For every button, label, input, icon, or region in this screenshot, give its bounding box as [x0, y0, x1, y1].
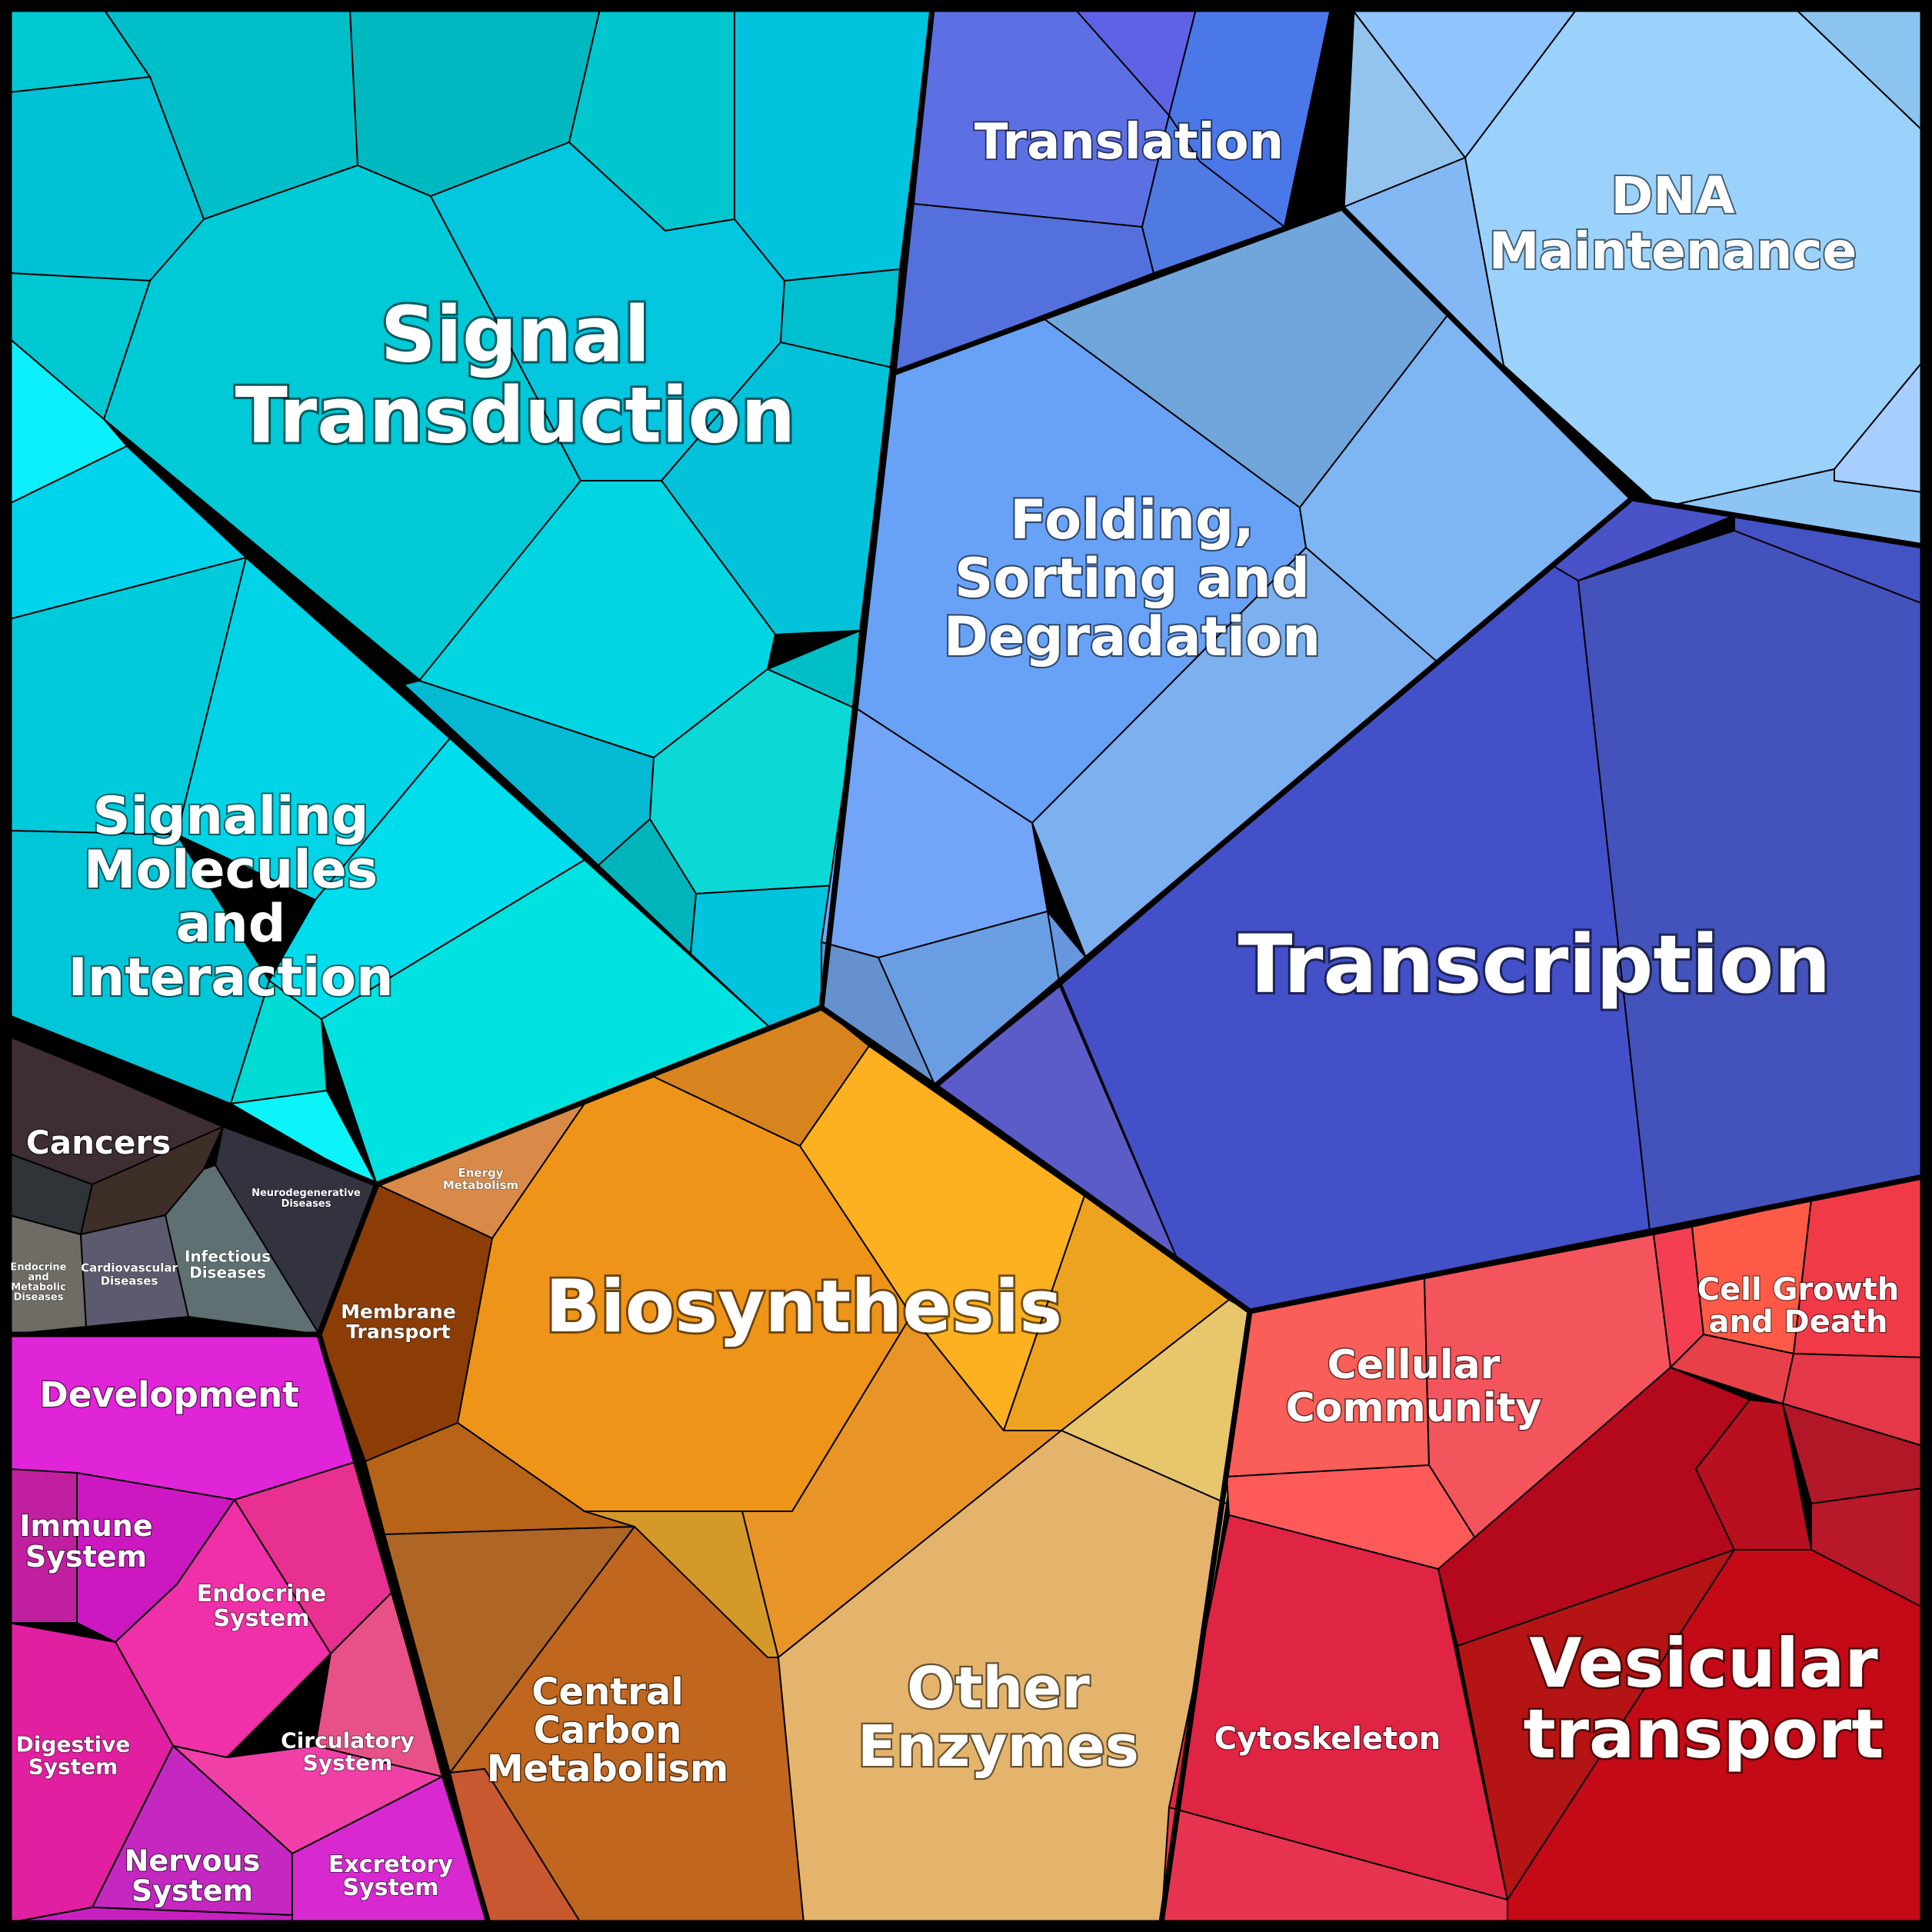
label-translation: Translation: [974, 114, 1284, 171]
label-signal-transduction-line: Transduction: [235, 371, 796, 461]
label-cell-growth-line: and Death: [1709, 1304, 1888, 1340]
label-central-carbon-line: Metabolism: [487, 1747, 728, 1790]
label-folding-line: Degradation: [944, 605, 1321, 668]
label-signaling-molecules-line: and: [176, 894, 286, 954]
label-neurodegenerative-line: Diseases: [281, 1198, 331, 1210]
label-dna-maintenance-line: DNA: [1611, 166, 1734, 225]
label-dna-maintenance: DNA Maintenance: [1489, 166, 1857, 281]
label-nervous-system-line: Nervous: [125, 1844, 261, 1877]
label-circulatory-system: Circulatory System: [281, 1728, 415, 1776]
label-endocrine-system-line: System: [214, 1605, 310, 1632]
label-development-line: Development: [39, 1374, 298, 1415]
label-excretory-system: Excretory System: [328, 1851, 454, 1901]
cell-st-5: [734, 8, 933, 281]
cell-tr-5: [1141, 115, 1285, 274]
label-cytoskeleton-line: Cytoskeleton: [1214, 1721, 1441, 1757]
label-other-enzymes-line: Other: [907, 1655, 1090, 1721]
label-cardiovascular-line: Diseases: [101, 1274, 158, 1287]
label-immune-system-line: Immune: [19, 1509, 152, 1543]
label-endocrine-metabolic-line: Endocrine: [10, 1261, 66, 1273]
label-development: Development: [39, 1374, 298, 1415]
label-folding-line: Folding,: [1010, 488, 1254, 551]
label-nervous-system: Nervous System: [125, 1844, 261, 1907]
label-biosynthesis-line: Biosynthesis: [545, 1265, 1062, 1349]
label-digestive-system-line: Digestive: [16, 1732, 131, 1757]
label-central-carbon-line: Carbon: [534, 1709, 682, 1752]
label-central-carbon-line: Central: [531, 1671, 683, 1714]
label-cytoskeleton: Cytoskeleton: [1214, 1721, 1441, 1757]
label-vesicular-transport-line: Vesicular: [1529, 1624, 1878, 1703]
label-cardiovascular: Cardiovascular Diseases: [81, 1261, 178, 1287]
label-signal-transduction-line: Signal: [381, 290, 651, 380]
label-neurodegenerative: Neurodegenerative Diseases: [251, 1188, 361, 1210]
label-immune-system: Immune System: [19, 1509, 152, 1574]
label-dna-maintenance-line: Maintenance: [1489, 222, 1857, 281]
label-folding-line: Sorting and: [954, 547, 1310, 610]
label-digestive-system: Digestive System: [16, 1732, 131, 1780]
label-translation-line: Translation: [974, 114, 1284, 171]
label-excretory-system-line: Excretory: [328, 1851, 454, 1878]
label-immune-system-line: System: [25, 1540, 147, 1574]
label-central-carbon: Central Carbon Metabolism: [487, 1671, 728, 1790]
label-signaling-molecules-line: Interaction: [68, 948, 393, 1008]
cell-mt-9: [365, 1422, 635, 1535]
label-nervous-system-line: System: [132, 1874, 253, 1907]
label-transcription: Transcription: [1238, 918, 1831, 1011]
label-infectious-line: Infectious: [185, 1247, 271, 1265]
label-membrane-transport-line: Membrane: [341, 1301, 456, 1323]
label-endocrine-metabolic: Endocrine and Metabolic Diseases: [10, 1261, 66, 1303]
label-cancers-line: Cancers: [26, 1124, 171, 1161]
label-excretory-system-line: System: [343, 1874, 439, 1901]
label-neurodegenerative-line: Neurodegenerative: [251, 1188, 361, 1199]
label-cardiovascular-line: Cardiovascular: [81, 1261, 178, 1274]
label-endocrine-system-line: Endocrine: [197, 1581, 327, 1607]
label-other-enzymes: Other Enzymes: [858, 1655, 1139, 1780]
label-cancers: Cancers: [26, 1124, 171, 1161]
label-signaling-molecules-line: Molecules: [84, 840, 378, 901]
label-endocrine-metabolic-line: and: [28, 1271, 48, 1283]
label-membrane-transport-line: Transport: [346, 1321, 451, 1343]
label-energy-metabolism-line: Energy: [458, 1166, 503, 1180]
label-circulatory-system-line: System: [303, 1750, 393, 1776]
label-folding: Folding, Sorting and Degradation: [944, 488, 1321, 668]
label-vesicular-transport: Vesicular transport: [1524, 1624, 1884, 1774]
label-other-enzymes-line: Enzymes: [858, 1714, 1139, 1780]
label-transcription-line: Transcription: [1238, 918, 1831, 1011]
label-digestive-system-line: System: [28, 1754, 118, 1780]
label-infectious: Infectious Diseases: [185, 1247, 271, 1281]
label-vesicular-transport-line: transport: [1524, 1694, 1884, 1774]
cell-ds-7: [165, 1164, 320, 1335]
cell-layer: [8, 8, 1924, 1924]
label-cellular-community: Cellular Community: [1286, 1342, 1542, 1431]
label-signaling-molecules: Signaling Molecules and Interaction: [68, 786, 393, 1008]
label-infectious-line: Diseases: [189, 1263, 266, 1281]
label-cell-growth-line: Cell Growth: [1697, 1272, 1899, 1307]
label-endocrine-metabolic-line: Diseases: [14, 1291, 64, 1303]
label-energy-metabolism-line: Metabolism: [443, 1178, 518, 1192]
label-membrane-transport: Membrane Transport: [341, 1301, 456, 1343]
label-cell-growth: Cell Growth and Death: [1697, 1272, 1899, 1340]
label-endocrine-metabolic-line: Metabolic: [11, 1281, 66, 1293]
label-cellular-community-line: Community: [1286, 1385, 1542, 1431]
label-signaling-molecules-line: Signaling: [93, 786, 369, 847]
label-endocrine-system: Endocrine System: [197, 1581, 327, 1632]
label-cellular-community-line: Cellular: [1327, 1342, 1501, 1388]
label-circulatory-system-line: Circulatory: [281, 1728, 415, 1754]
label-signal-transduction: Signal Transduction: [235, 290, 796, 461]
label-biosynthesis: Biosynthesis: [545, 1265, 1062, 1349]
label-energy-metabolism: Energy Metabolism: [443, 1166, 518, 1192]
